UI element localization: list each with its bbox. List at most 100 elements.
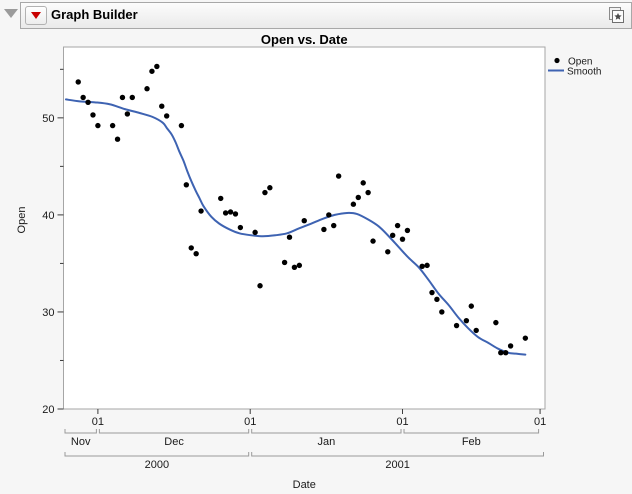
data-point[interactable]	[326, 212, 332, 218]
legend-label-open: Open	[568, 57, 592, 68]
data-point[interactable]	[183, 182, 190, 188]
data-point[interactable]	[85, 99, 91, 106]
disclosure-triangle-icon[interactable]	[4, 9, 18, 18]
data-point[interactable]	[502, 350, 509, 356]
x-tick-label: 01	[534, 416, 546, 428]
data-point[interactable]	[424, 262, 430, 269]
data-point[interactable]	[80, 94, 86, 101]
data-point[interactable]	[355, 194, 361, 201]
data-point[interactable]	[109, 122, 116, 129]
outline-title: Graph Builder	[51, 7, 138, 22]
year-label: 2001	[385, 459, 409, 471]
data-point[interactable]	[301, 218, 307, 224]
data-point[interactable]	[365, 189, 371, 196]
outline-title-bar[interactable]: Graph Builder	[20, 2, 632, 29]
legend-item-open[interactable]: Open	[554, 57, 592, 68]
data-point[interactable]	[178, 122, 185, 129]
data-point[interactable]	[389, 232, 396, 238]
journal-window-icon[interactable]	[606, 4, 628, 27]
month-bracket	[98, 429, 250, 434]
red-triangle-icon	[31, 12, 41, 19]
data-point[interactable]	[198, 208, 204, 214]
data-point[interactable]	[493, 319, 499, 326]
data-point[interactable]	[463, 317, 470, 324]
x-tick-label: 01	[92, 416, 104, 428]
data-point[interactable]	[468, 303, 475, 309]
data-point[interactable]	[119, 94, 126, 101]
outline-header: Graph Builder	[0, 0, 632, 30]
data-point[interactable]	[124, 111, 131, 117]
chart-title: Open vs. Date	[261, 32, 348, 47]
data-point[interactable]	[114, 136, 121, 142]
data-point[interactable]	[154, 63, 160, 70]
y-axis-title: Open	[16, 207, 28, 234]
y-tick-label: 50	[42, 113, 54, 125]
data-point[interactable]	[453, 322, 460, 329]
data-point[interactable]	[286, 234, 293, 240]
data-point[interactable]	[75, 79, 81, 85]
data-point[interactable]	[232, 211, 239, 217]
data-point[interactable]	[218, 195, 224, 202]
data-point[interactable]	[252, 229, 258, 236]
month-label: Dec	[164, 436, 184, 448]
data-point[interactable]	[163, 113, 170, 119]
y-tick-label: 30	[42, 307, 54, 319]
data-point[interactable]	[350, 201, 357, 207]
data-point[interactable]	[335, 173, 342, 179]
data-point[interactable]	[159, 103, 165, 109]
x-axis-title: Date	[293, 479, 316, 491]
month-bracket	[64, 429, 97, 434]
data-point[interactable]	[90, 112, 96, 118]
data-point[interactable]	[188, 245, 194, 251]
layered-window-glyph	[609, 7, 624, 23]
x-tick-label: 01	[396, 416, 408, 428]
data-point[interactable]	[321, 226, 327, 233]
data-point[interactable]	[144, 86, 150, 92]
data-point[interactable]	[296, 262, 303, 269]
data-point[interactable]	[507, 343, 514, 349]
data-point[interactable]	[281, 259, 288, 266]
year-bracket	[251, 452, 544, 457]
legend-point-marker	[554, 57, 560, 64]
month-label: Jan	[317, 436, 335, 448]
x-tick-label: 01	[244, 416, 256, 428]
data-point[interactable]	[419, 263, 425, 270]
month-label: Nov	[71, 436, 91, 448]
data-point[interactable]	[498, 350, 504, 356]
data-point[interactable]	[429, 289, 435, 296]
month-bracket	[251, 429, 402, 434]
y-tick-label: 20	[42, 404, 54, 416]
data-point[interactable]	[370, 238, 376, 244]
data-point[interactable]	[331, 222, 337, 229]
data-point[interactable]	[129, 94, 135, 101]
legend-item-smooth[interactable]: Smooth	[548, 67, 601, 78]
data-point[interactable]	[522, 335, 529, 341]
data-point[interactable]	[262, 189, 268, 196]
data-point[interactable]	[257, 283, 263, 289]
month-bracket	[403, 429, 540, 434]
data-point[interactable]	[267, 185, 273, 191]
data-point[interactable]	[95, 122, 101, 129]
data-point[interactable]	[222, 210, 229, 216]
data-point[interactable]	[360, 180, 366, 186]
data-point[interactable]	[434, 296, 440, 303]
data-point[interactable]	[227, 209, 234, 215]
year-bracket	[64, 452, 250, 457]
data-point[interactable]	[394, 222, 401, 229]
data-point[interactable]	[291, 264, 298, 271]
data-point[interactable]	[439, 309, 445, 315]
plot-frame[interactable]	[63, 46, 546, 410]
data-point[interactable]	[385, 249, 391, 255]
y-tick-label: 40	[42, 210, 54, 222]
data-point[interactable]	[193, 251, 199, 257]
data-point[interactable]	[399, 236, 406, 242]
red-triangle-menu-button[interactable]	[25, 6, 47, 25]
data-point[interactable]	[149, 68, 155, 74]
data-point[interactable]	[404, 227, 411, 234]
data-point[interactable]	[237, 224, 244, 231]
data-point[interactable]	[473, 327, 479, 334]
smooth-line[interactable]	[64, 98, 527, 356]
